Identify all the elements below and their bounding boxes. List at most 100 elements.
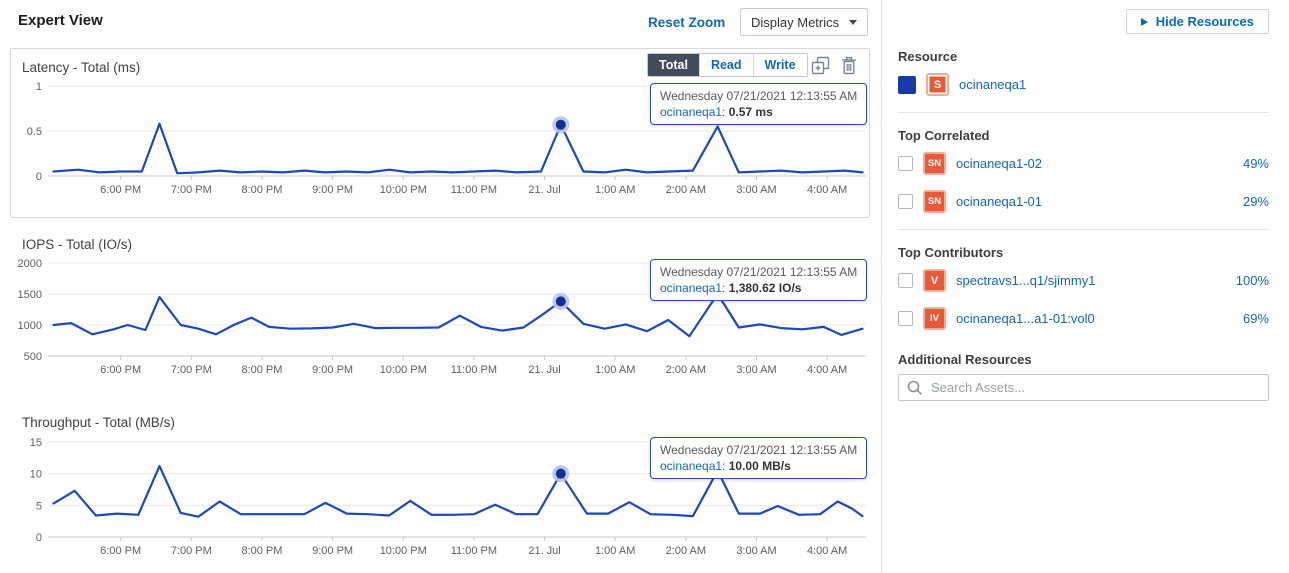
marker-dot	[555, 468, 566, 479]
x-axis-label: 1:00 AM	[595, 545, 635, 557]
y-axis-label: 0	[36, 532, 42, 544]
checkbox[interactable]	[898, 194, 913, 209]
resource-row: S ocinaneqa1	[898, 73, 1269, 96]
x-axis-label: 10:00 PM	[380, 545, 427, 557]
x-axis-label: 4:00 AM	[807, 364, 847, 376]
resources-sidebar: Hide Resources Resource S ocinaneqa1 Top…	[881, 0, 1289, 573]
checkbox[interactable]	[898, 273, 913, 288]
duplicate-chart-icon[interactable]	[810, 56, 830, 75]
x-axis-label: 7:00 PM	[171, 545, 212, 557]
x-axis-label: 9:00 PM	[312, 364, 353, 376]
x-axis-label: 10:00 PM	[380, 364, 427, 376]
toggle-read-button[interactable]: Read	[698, 54, 753, 76]
throughput-chart[interactable]: 15 10 5 0 6:00 PM 7:00 PM 8:00 PM 9:00 PM 10:00 …	[10, 428, 870, 558]
iops-tooltip: Wednesday 07/21/2021 12:13:55 AM ocinane…	[650, 259, 868, 301]
contributor-row: V spectravs1...q1/sjimmy1 100%	[898, 269, 1269, 292]
throughput-chart-title: Throughput - Total (MB/s)	[22, 415, 175, 430]
delete-chart-icon[interactable]	[841, 56, 857, 75]
search-icon	[907, 380, 922, 395]
divider	[898, 229, 1269, 230]
x-axis-label: 3:00 AM	[736, 364, 776, 376]
x-axis-label: 6:00 PM	[100, 545, 141, 557]
x-axis-label: 8:00 PM	[241, 364, 282, 376]
search-input[interactable]	[898, 374, 1269, 401]
x-axis-label: 10:00 PM	[380, 184, 427, 196]
y-axis-label: 1	[36, 81, 42, 93]
y-axis-label: 500	[24, 351, 42, 363]
contributor-link[interactable]: spectravs1...q1/sjimmy1	[956, 273, 1096, 288]
y-axis-label: 2000	[18, 258, 42, 270]
toggle-write-button[interactable]: Write	[752, 54, 807, 76]
x-axis-label: 2:00 AM	[666, 364, 706, 376]
toggle-total-button[interactable]: Total	[648, 54, 699, 76]
y-axis-label: 0	[36, 171, 42, 183]
y-axis-label: 5	[36, 500, 42, 512]
x-axis-label: 6:00 PM	[100, 184, 141, 196]
x-axis-label: 11:00 PM	[451, 545, 497, 557]
top-contributors-heading: Top Contributors	[898, 245, 1004, 260]
series-line	[52, 292, 864, 338]
contributor-link[interactable]: ocinaneqa1...a1-01:vol0	[956, 311, 1095, 326]
chart-actions	[810, 56, 857, 75]
x-axis-label: 4:00 AM	[807, 545, 847, 557]
divider	[898, 112, 1269, 113]
iops-chart[interactable]: 2000 1500 1000 500 6:00 PM 7:00 PM 8:00 PM 9:00…	[10, 250, 870, 380]
top-correlated-heading: Top Correlated	[898, 128, 990, 143]
chevron-down-icon	[849, 19, 857, 25]
y-axis-label: 1000	[18, 320, 42, 332]
contributor-row: IV ocinaneqa1...a1-01:vol0 69%	[898, 307, 1269, 330]
tooltip-date: Wednesday 07/21/2021 12:13:55 AM	[660, 89, 858, 103]
contribution-pct: 100%	[1235, 273, 1269, 288]
metric-split-toggle: Total Read Write	[647, 53, 808, 77]
x-axis-label: 8:00 PM	[241, 184, 282, 196]
x-axis-label: 2:00 AM	[666, 545, 706, 557]
x-axis-label: 21. Jul	[528, 545, 560, 557]
asset-search	[898, 374, 1269, 401]
checkbox[interactable]	[898, 156, 913, 171]
iops-chart-title: IOPS - Total (IO/s)	[22, 237, 133, 252]
throughput-tooltip: Wednesday 07/21/2021 12:13:55 AM ocinane…	[650, 437, 868, 479]
series-line	[52, 464, 864, 518]
y-axis-label: 10	[30, 469, 42, 481]
display-metrics-dropdown[interactable]: Display Metrics	[740, 8, 868, 36]
tooltip-series: ocinaneqa1:	[660, 459, 726, 473]
tooltip-value: 0.57 ms	[728, 105, 773, 119]
correlation-pct: 49%	[1242, 156, 1269, 171]
resource-heading: Resource	[898, 49, 958, 64]
x-axis-label: 6:00 PM	[100, 364, 141, 376]
tooltip-value: 1,380.62 IO/s	[728, 281, 802, 295]
x-axis-label: 4:00 AM	[807, 184, 847, 196]
x-axis-label: 1:00 AM	[595, 184, 635, 196]
x-axis-label: 8:00 PM	[241, 545, 282, 557]
x-axis-label: 7:00 PM	[171, 184, 212, 196]
reset-zoom-link[interactable]: Reset Zoom	[648, 15, 726, 30]
storage-node-badge: SN	[923, 190, 946, 213]
x-axis-label: 9:00 PM	[312, 184, 353, 196]
hide-resources-button[interactable]: Hide Resources	[1125, 9, 1269, 34]
latency-chart-title: Latency - Total (ms)	[22, 60, 141, 75]
display-metrics-label: Display Metrics	[751, 14, 840, 30]
x-axis-label: 3:00 AM	[736, 545, 776, 557]
correlated-link[interactable]: ocinaneqa1-01	[956, 194, 1043, 209]
series-color-swatch	[898, 75, 916, 94]
volume-badge: V	[923, 269, 946, 292]
x-axis-label: 9:00 PM	[312, 545, 353, 557]
resource-link[interactable]: ocinaneqa1	[959, 77, 1027, 92]
tooltip-date: Wednesday 07/21/2021 12:13:55 AM	[660, 443, 858, 457]
hide-resources-label: Hide Resources	[1155, 14, 1254, 29]
storage-badge: S	[926, 73, 949, 96]
correlated-row: SN ocinaneqa1-02 49%	[898, 152, 1269, 175]
x-axis-label: 7:00 PM	[171, 364, 212, 376]
correlated-link[interactable]: ocinaneqa1-02	[956, 156, 1043, 171]
marker-dot	[555, 296, 566, 307]
series-line	[52, 122, 864, 175]
x-axis-label: 11:00 PM	[451, 184, 497, 196]
additional-resources-heading: Additional Resources	[898, 352, 1032, 367]
correlation-pct: 29%	[1242, 194, 1269, 209]
x-axis-label: 11:00 PM	[451, 364, 497, 376]
checkbox[interactable]	[898, 311, 913, 326]
x-axis-label: 3:00 AM	[736, 184, 776, 196]
contribution-pct: 69%	[1242, 311, 1269, 326]
y-axis-label: 0.5	[27, 126, 42, 138]
